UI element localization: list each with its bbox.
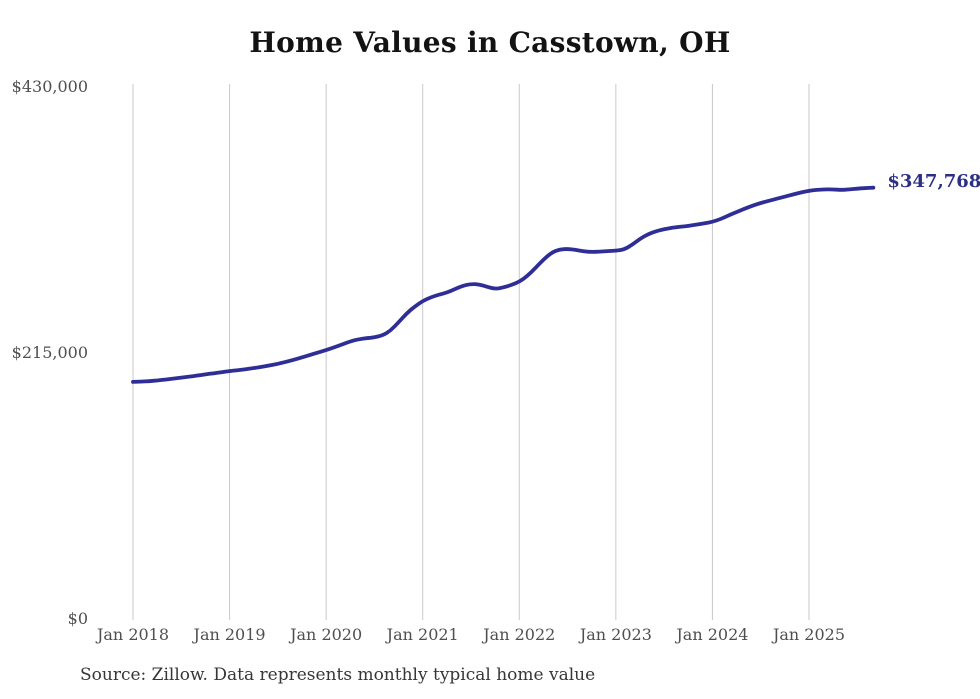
x-axis-tick-label: Jan 2023 bbox=[579, 625, 652, 644]
x-axis-tick-label: Jan 2024 bbox=[676, 625, 749, 644]
x-axis-tick-label: Jan 2025 bbox=[772, 625, 846, 644]
x-axis-tick-label: Jan 2022 bbox=[483, 625, 556, 644]
chart-title: Home Values in Casstown, OH bbox=[249, 26, 731, 59]
y-axis-tick-label: $430,000 bbox=[11, 77, 88, 96]
x-axis-tick-label: Jan 2019 bbox=[193, 625, 266, 644]
y-axis-tick-label: $215,000 bbox=[11, 343, 88, 362]
x-axis-tick-label: Jan 2020 bbox=[290, 625, 363, 644]
end-value-label: $347,768 bbox=[887, 170, 980, 192]
x-axis-tick-label: Jan 2021 bbox=[386, 625, 459, 644]
y-axis-tick-label: $0 bbox=[67, 609, 88, 628]
home-value-line bbox=[131, 185, 876, 384]
x-axis-tick-label: Jan 2018 bbox=[96, 625, 170, 644]
source-note: Source: Zillow. Data represents monthly … bbox=[80, 665, 596, 685]
